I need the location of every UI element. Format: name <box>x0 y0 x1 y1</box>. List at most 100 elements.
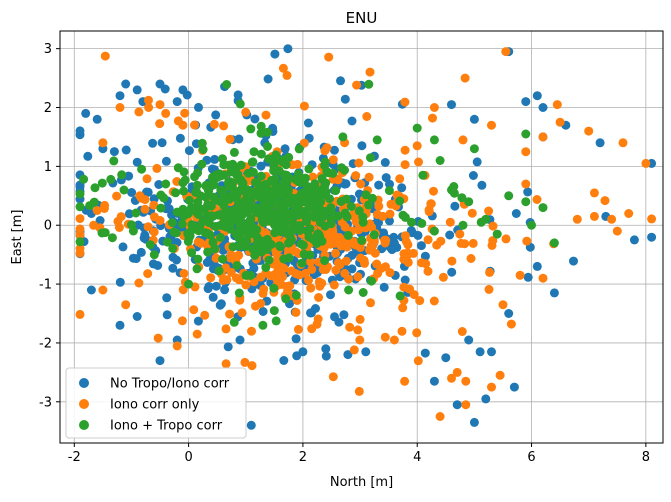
scatter-point <box>229 209 239 219</box>
scatter-point <box>466 254 476 263</box>
scatter-point <box>269 283 279 293</box>
scatter-point <box>386 199 396 209</box>
scatter-point <box>229 147 239 157</box>
scatter-point <box>353 325 363 335</box>
scatter-point <box>354 158 364 168</box>
scatter-point <box>400 275 410 285</box>
legend-marker-iono <box>79 399 89 409</box>
scatter-point <box>240 357 250 367</box>
scatter-point <box>281 294 291 304</box>
scatter-point <box>155 79 165 89</box>
scatter-point <box>149 227 159 237</box>
scatter-point <box>351 171 361 181</box>
scatter-point <box>162 293 172 303</box>
scatter-point <box>235 335 245 345</box>
scatter-point <box>193 168 203 178</box>
scatter-point <box>295 208 305 218</box>
legend-marker-no-correction <box>79 378 89 388</box>
scatter-point <box>295 226 305 235</box>
scatter-point <box>314 293 324 302</box>
x-tick-label: 4 <box>413 450 421 465</box>
scatter-point <box>523 187 533 197</box>
scatter-point <box>236 223 245 233</box>
scatter-point <box>149 194 159 204</box>
scatter-point <box>364 200 374 210</box>
scatter-point <box>98 138 108 148</box>
scatter-point <box>385 179 394 189</box>
scatter-point <box>469 144 479 154</box>
scatter-point <box>264 154 274 164</box>
scatter-point <box>291 269 301 279</box>
scatter-point <box>333 211 343 221</box>
scatter-point <box>555 117 565 127</box>
y-tick-label: -1 <box>39 278 52 293</box>
scatter-point <box>328 168 338 178</box>
scatter-point <box>424 207 434 217</box>
scatter-point <box>142 187 152 197</box>
scatter-point <box>504 191 514 201</box>
scatter-point <box>487 120 496 130</box>
legend: No Tropo/Iono corr Iono corr only Iono +… <box>65 367 247 439</box>
scatter-point <box>162 237 172 247</box>
scatter-point <box>416 241 426 251</box>
scatter-point <box>464 197 474 207</box>
scatter-point <box>343 350 353 360</box>
scatter-point <box>178 85 188 95</box>
scatter-point <box>231 273 241 283</box>
scatter-point <box>447 256 457 266</box>
scatter-point <box>211 281 221 291</box>
scatter-point <box>183 229 193 239</box>
scatter-point <box>206 273 216 283</box>
scatter-point <box>278 219 288 229</box>
scatter-point <box>293 169 303 179</box>
legend-box <box>65 367 247 439</box>
scatter-point <box>283 287 293 297</box>
scatter-point <box>521 197 531 207</box>
scatter-point <box>227 192 237 201</box>
scatter-point <box>400 376 410 386</box>
scatter-point <box>589 188 599 198</box>
scatter-point <box>284 173 294 183</box>
scatter-point <box>552 100 562 110</box>
scatter-point <box>232 170 242 180</box>
scatter-point <box>75 202 85 212</box>
scatter-point <box>219 160 229 170</box>
scatter-point <box>201 181 211 191</box>
scatter-point <box>81 108 91 118</box>
scatter-point <box>417 218 427 228</box>
scatter-point <box>118 242 128 252</box>
scatter-point <box>447 267 457 277</box>
scatter-point <box>435 156 445 165</box>
scatter-point <box>161 156 171 166</box>
scatter-point <box>241 107 251 117</box>
scatter-point <box>245 229 255 239</box>
scatter-point <box>106 174 116 184</box>
scatter-point <box>193 254 203 264</box>
scatter-point <box>210 154 220 164</box>
scatter-point <box>400 145 410 155</box>
scatter-point <box>452 367 462 377</box>
scatter-point <box>234 134 244 144</box>
scatter-point <box>354 386 364 396</box>
scatter-point <box>269 271 279 281</box>
scatter-point <box>190 120 199 130</box>
y-tick-label: 0 <box>44 219 52 234</box>
scatter-point <box>469 417 479 427</box>
scatter-point <box>145 240 155 250</box>
scatter-point <box>445 217 455 227</box>
scatter-point <box>246 124 256 134</box>
scatter-point <box>303 118 313 128</box>
scatter-point <box>477 180 487 190</box>
scatter-point <box>501 234 511 244</box>
scatter-point <box>484 206 494 216</box>
scatter-point <box>154 180 164 189</box>
scatter-point <box>177 219 187 229</box>
scatter-point <box>333 258 343 268</box>
scatter-point <box>304 164 314 174</box>
scatter-point <box>218 254 228 264</box>
scatter-point <box>221 359 231 369</box>
x-tick-label: 0 <box>184 450 192 465</box>
scatter-point <box>405 284 415 294</box>
legend-label-iono: Iono corr only <box>110 398 200 413</box>
scatter-point <box>572 214 582 224</box>
